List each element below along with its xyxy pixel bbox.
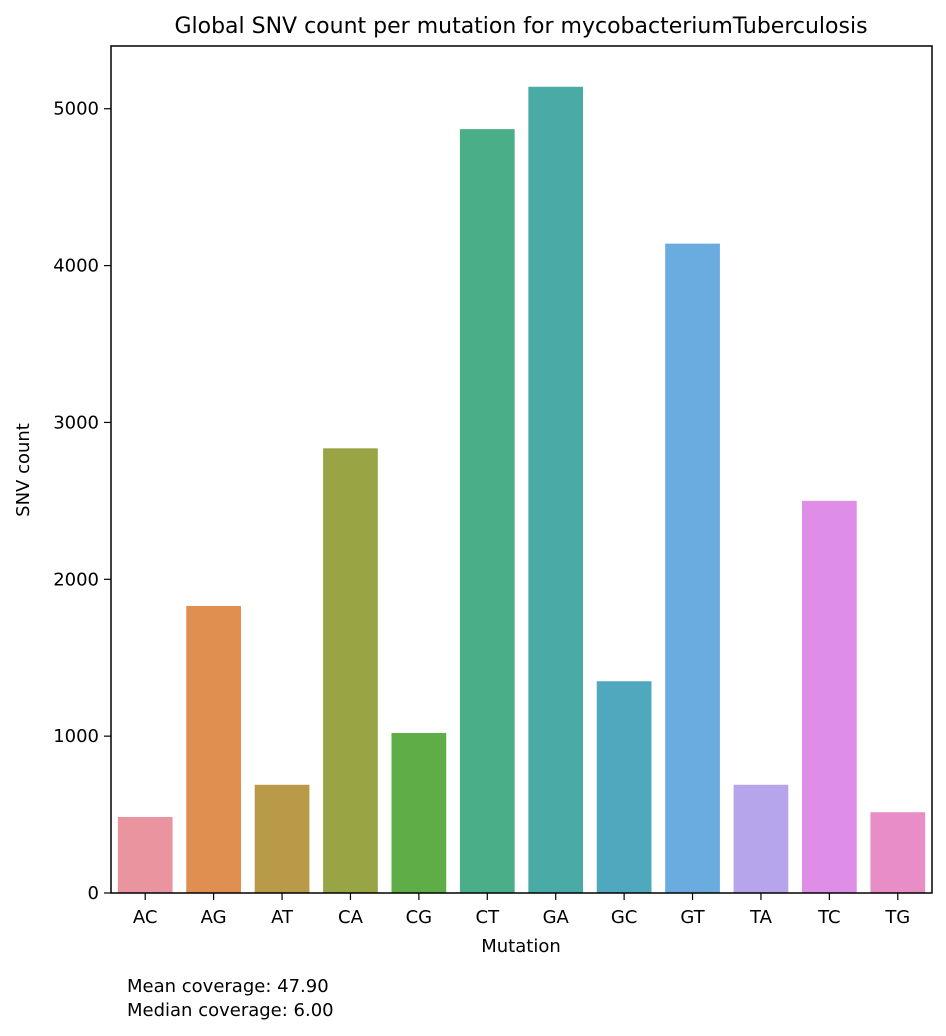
x-tick-label-tg: TG (884, 907, 910, 928)
bar-cg (391, 733, 447, 893)
x-tick-label-gc: GC (611, 907, 638, 928)
bar-ac (117, 816, 173, 893)
bar-tc (802, 500, 857, 893)
y-tick-label-1000: 1000 (53, 726, 99, 747)
median-coverage-note: Median coverage: 6.00 (127, 1000, 334, 1021)
x-tick-label-ca: CA (338, 907, 364, 928)
bar-gc (596, 681, 652, 893)
y-axis: 0 1000 2000 3000 4000 5000 (53, 99, 111, 904)
x-tick-label-cg: CG (406, 907, 433, 928)
x-tick-label-ga: GA (543, 907, 570, 928)
x-tick-label-gt: GT (680, 907, 705, 928)
y-tick-label-2000: 2000 (53, 569, 99, 590)
mean-coverage-note: Mean coverage: 47.90 (127, 976, 329, 997)
bar-ag (186, 605, 241, 893)
y-tick-label-4000: 4000 (53, 256, 99, 277)
y-tick-label-3000: 3000 (53, 412, 99, 433)
x-tick-label-ag: AG (201, 907, 227, 928)
x-axis: AC AG AT CA CG CT GA GC GT TA TC TG (133, 893, 910, 928)
x-tick-label-ac: AC (133, 907, 158, 928)
y-tick-label-5000: 5000 (53, 99, 99, 120)
bar-gt (665, 243, 720, 893)
x-tick-label-at: AT (271, 907, 294, 928)
bars-group (117, 86, 926, 893)
x-tick-label-tc: TC (817, 907, 841, 928)
bar-tg (870, 812, 926, 893)
plot-frame (110, 45, 933, 894)
bar-ta (733, 784, 789, 893)
x-tick-label-ta: TA (749, 907, 773, 928)
bar-at (254, 784, 310, 893)
bar-ct (459, 129, 515, 893)
bar-ca (323, 448, 378, 893)
y-axis-label: SNV count (13, 423, 34, 517)
bar-ga (528, 86, 584, 893)
chart-title: Global SNV count per mutation for mycoba… (174, 14, 867, 39)
x-axis-label: Mutation (481, 936, 561, 957)
x-tick-label-ct: CT (476, 907, 501, 928)
y-tick-label-0: 0 (88, 883, 99, 904)
